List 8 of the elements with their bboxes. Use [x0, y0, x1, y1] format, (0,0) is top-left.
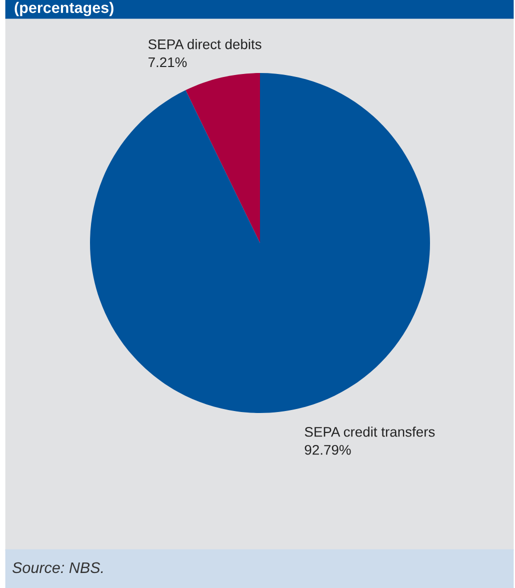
data-label: 92.79% [304, 444, 351, 455]
chart-title: (percentages) [14, 2, 114, 16]
pie-slice [90, 73, 430, 413]
pie-slice [186, 73, 260, 243]
source-note: Source: NBS. [12, 562, 103, 574]
data-label: 7.21% [148, 57, 187, 68]
slice-label: SEPA credit transfers [304, 426, 435, 437]
slice-label: SEPA direct debits [148, 39, 262, 50]
